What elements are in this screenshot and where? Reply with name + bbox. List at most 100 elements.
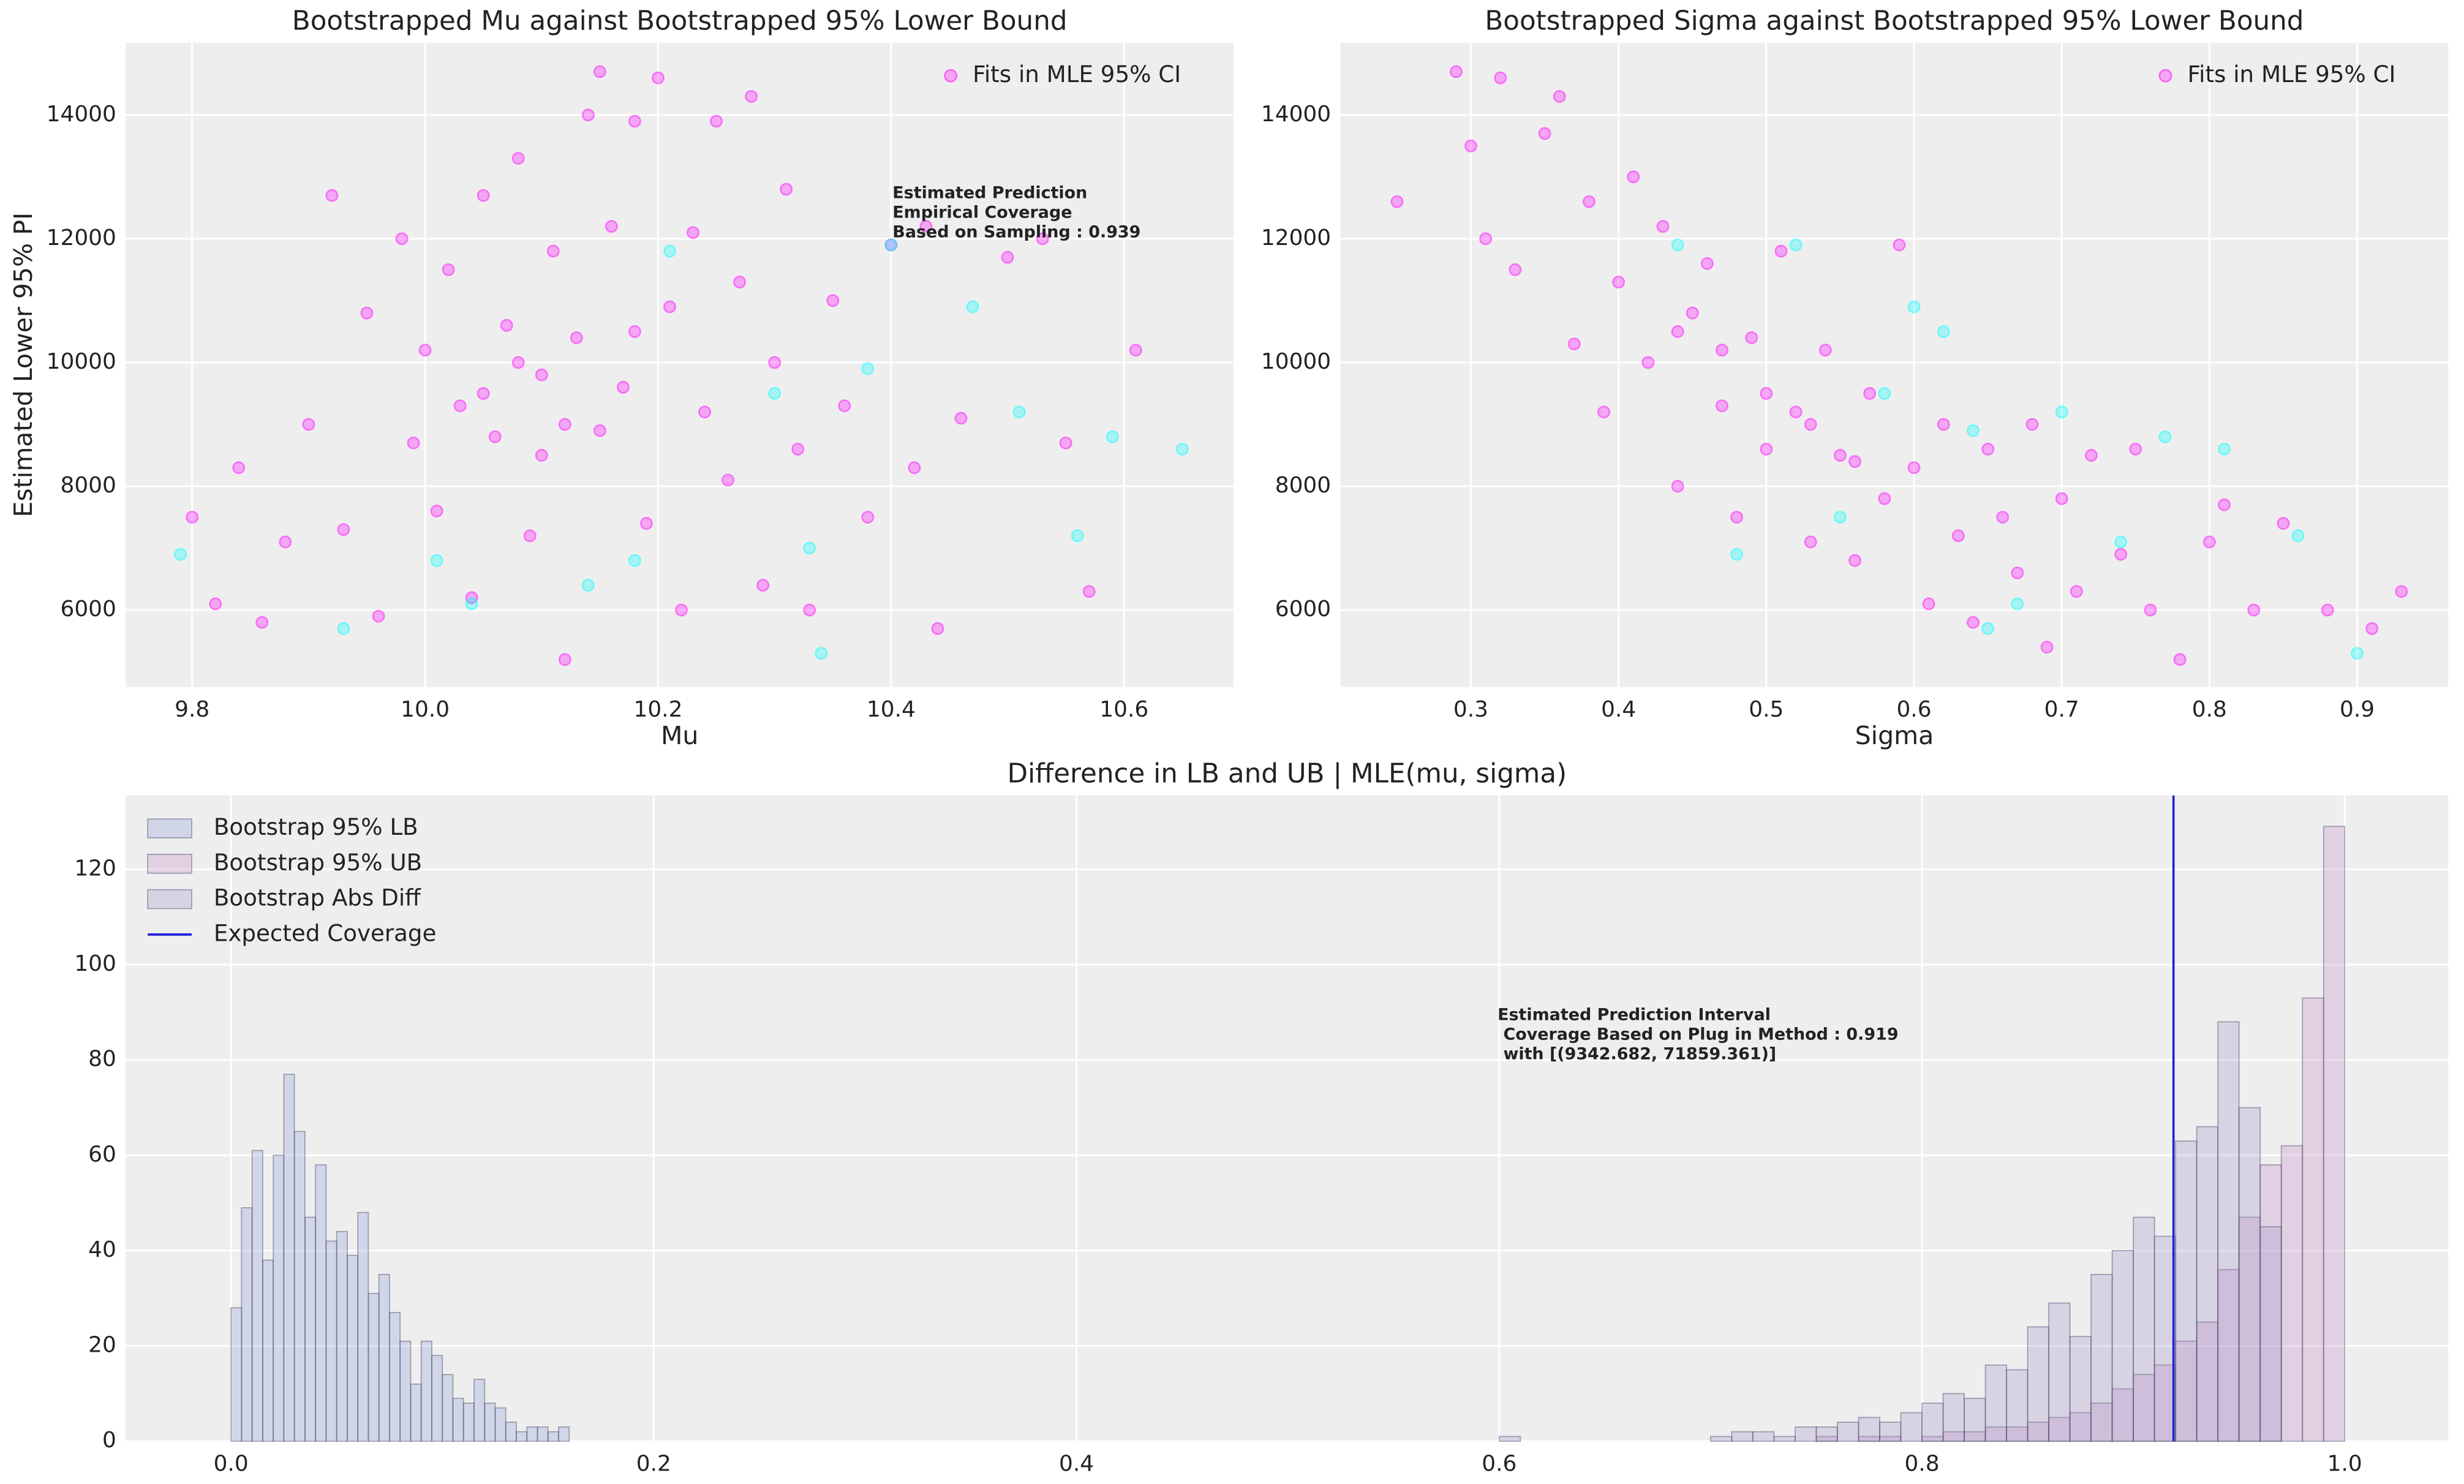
scatter-point [1656, 220, 1670, 233]
y-tick-label: 40 [88, 1237, 116, 1262]
x-tick-label: 10.0 [401, 697, 450, 722]
histogram-bar [547, 1431, 559, 1442]
scatter-point [861, 362, 875, 375]
scatter-point [1071, 529, 1084, 543]
y-tick-label: 14000 [1261, 102, 1331, 127]
scatter-point [1981, 442, 1995, 456]
scatter-point [1804, 535, 1817, 549]
histogram-bar [2133, 1216, 2155, 1442]
x-axis-label: Mu [661, 721, 698, 750]
scatter-point [1848, 455, 1862, 469]
histogram-bar [241, 1207, 253, 1442]
scatter-point [325, 189, 339, 202]
x-tick-label: 10.2 [633, 697, 682, 722]
histogram-bar [378, 1273, 390, 1442]
scatter-point [628, 554, 641, 567]
histogram-bar [2111, 1250, 2134, 1442]
x-tick-label: 0.7 [2044, 697, 2079, 722]
scatter-point [360, 306, 374, 320]
scatter-point [1730, 510, 1744, 524]
histogram-bar [1984, 1364, 2007, 1442]
scatter-point [628, 115, 641, 128]
scatter-point [663, 244, 677, 258]
scatter-point [803, 603, 816, 617]
histogram-bar [452, 1398, 464, 1442]
scatter-point [616, 380, 630, 394]
histogram-bar [2323, 826, 2346, 1442]
scatter-point [2217, 498, 2231, 511]
scatter-point [1129, 344, 1142, 357]
scatter-point [477, 386, 490, 400]
legend-marker [944, 69, 958, 83]
scatter-point [1774, 244, 1788, 258]
x-tick-label: 0.4 [1059, 1452, 1094, 1477]
scatter-point [430, 554, 443, 567]
scatter-point [1700, 257, 1714, 270]
histogram-bar [2196, 1126, 2219, 1442]
scatter-point [2084, 448, 2098, 462]
y-tick-label: 6000 [60, 597, 116, 622]
scatter-point [1981, 622, 1995, 635]
x-tick-label: 0.2 [636, 1452, 671, 1477]
x-tick-label: 10.6 [1099, 697, 1148, 722]
histogram-bar [2280, 1145, 2304, 1442]
histogram-bar [505, 1422, 517, 1442]
histogram-bar [325, 1240, 337, 1442]
scatter-point [1494, 71, 1507, 85]
scatter-point [639, 517, 653, 530]
x-tick-label: 0.0 [214, 1452, 249, 1477]
scatter-point [255, 616, 269, 629]
legend-label: Fits in MLE 95% CI [973, 61, 1181, 88]
scatter-point [1789, 405, 1803, 419]
histogram-bar [2217, 1269, 2240, 1442]
scatter-point [651, 71, 665, 85]
scatter-point [407, 436, 420, 450]
scatter-point [186, 510, 199, 524]
scatter-point [372, 609, 385, 623]
scatter-point [1730, 548, 1744, 561]
scatter-point [1893, 238, 1906, 252]
legend-label: Bootstrap 95% LB [214, 813, 418, 840]
histogram-bar [2027, 1422, 2049, 1442]
histogram-bar [442, 1374, 454, 1442]
subplot-title: Bootstrapped Sigma against Bootstrapped … [1485, 6, 2304, 36]
y-tick-label: 10000 [47, 349, 116, 374]
histogram-bar [1498, 1436, 1521, 1442]
histogram-bar [516, 1431, 528, 1442]
scatter-point [1760, 386, 1773, 400]
histogram-bar [410, 1383, 422, 1442]
scatter-point [2040, 641, 2054, 654]
scatter-point [2173, 653, 2187, 666]
scatter-point [1966, 424, 1980, 437]
scatter-point [558, 653, 571, 666]
scatter-point [2202, 535, 2216, 549]
scatter-point [908, 461, 921, 475]
histogram-bar [357, 1211, 369, 1442]
scatter-point [593, 424, 606, 437]
scatter-point [826, 294, 840, 307]
scatter-point [232, 461, 246, 475]
scatter-point [1804, 418, 1817, 431]
histogram-bar [1921, 1403, 1944, 1442]
histogram-bar [2027, 1326, 2049, 1442]
scatter-point [581, 579, 595, 592]
histogram-bar [473, 1379, 486, 1442]
scatter-point [1106, 430, 1119, 443]
scatter-point [395, 232, 409, 246]
scatter-point [477, 189, 490, 202]
scatter-point [2291, 529, 2305, 543]
scatter-point [1390, 195, 1404, 208]
scatter-point [337, 523, 350, 537]
scatter-point [966, 300, 979, 314]
histogram-bar [283, 1074, 295, 1442]
scatter-point [1715, 399, 1729, 413]
scatter-point [780, 183, 793, 196]
subplot: 9.8 10.0 10.2 10.4 10.6 6000 8000 10000 12000 140… [9, 6, 1234, 750]
scatter-point [418, 344, 432, 357]
scatter-point [1671, 238, 1684, 252]
legend-marker [2158, 69, 2172, 83]
scatter-point [1012, 405, 1026, 419]
y-tick-label: 6000 [1275, 597, 1331, 622]
scatter-point [535, 368, 548, 382]
